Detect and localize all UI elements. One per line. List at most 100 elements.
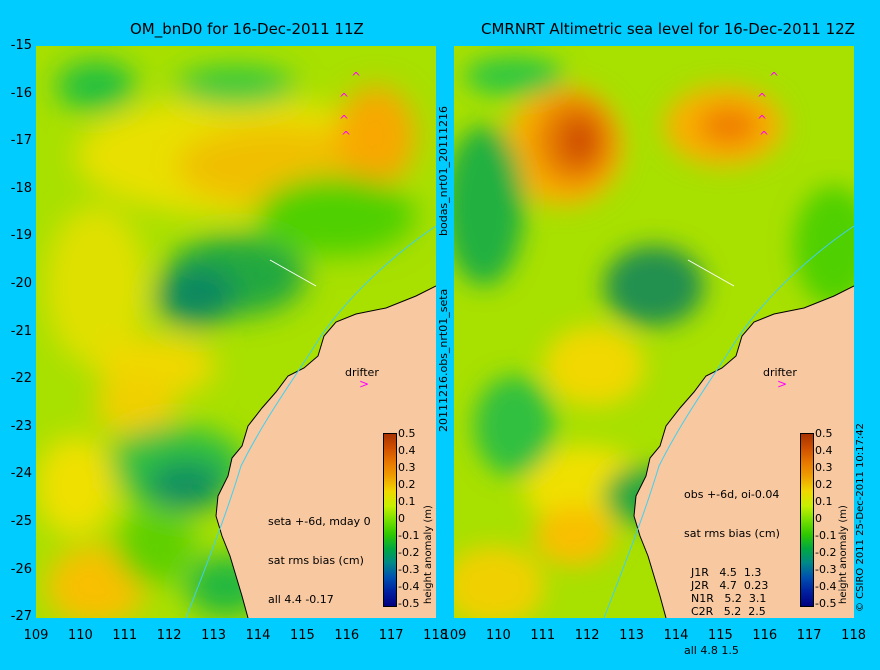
colorbar-tick: -0.4 xyxy=(398,580,420,593)
left-colorbar-title: height anomaly (m) xyxy=(423,505,434,604)
right-stats-all: all 4.8 1.5 xyxy=(684,644,739,657)
colorbar-tick: -0.3 xyxy=(398,563,420,576)
lon-tick: 116 xyxy=(752,628,778,643)
lon-tick: 117 xyxy=(378,628,404,643)
lon-tick: 109 xyxy=(441,628,467,643)
lon-tick: 114 xyxy=(245,628,271,643)
lon-tick: 111 xyxy=(530,628,556,643)
land-mass xyxy=(216,286,436,618)
colorbar-tick: 0 xyxy=(815,512,822,525)
colorbar-tick: 0.4 xyxy=(398,444,416,457)
lon-tick: 112 xyxy=(156,628,182,643)
right-drifter-label: drifter > xyxy=(763,366,797,391)
lat-tick: -19 xyxy=(10,228,32,244)
middle-label-bottom: 20111216.obs_nrt01_seta xyxy=(437,288,450,432)
coastline xyxy=(633,285,854,618)
lat-tick: -23 xyxy=(10,418,32,434)
svg-text:^: ^ xyxy=(757,113,767,127)
lon-tick: 114 xyxy=(663,628,689,643)
lon-tick: 109 xyxy=(23,628,49,643)
land-mass xyxy=(634,286,854,618)
colorbar-tick: -0.1 xyxy=(815,529,837,542)
stat-row: J1R 4.5 1.3 xyxy=(684,566,762,579)
lat-tick: -27 xyxy=(10,609,32,625)
sea-level-anomaly-field xyxy=(454,56,854,618)
right-stats-line1: obs +-6d, oi-0.04 xyxy=(684,488,780,501)
svg-text:^: ^ xyxy=(757,91,767,105)
lon-tick: 113 xyxy=(201,628,226,643)
colorbar-tick: 0.1 xyxy=(815,495,833,508)
lon-tick: 112 xyxy=(574,628,600,643)
colorbar-tick: 0.2 xyxy=(815,478,833,491)
drifter-markers: ^^^^ xyxy=(757,70,779,143)
colorbar-tick: 0.2 xyxy=(398,478,416,491)
stat-row: C2R 5.2 2.5 xyxy=(684,605,766,618)
right-colorbar xyxy=(800,433,814,607)
left-colorbar xyxy=(383,433,397,607)
lat-tick: -21 xyxy=(10,323,32,339)
shelf-contour xyxy=(185,225,436,618)
drifter-markers: ^^^^ xyxy=(339,70,361,143)
left-map-title: OM_bnD0 for 16-Dec-2011 11Z xyxy=(130,20,364,38)
svg-text:^: ^ xyxy=(339,91,349,105)
credit-label: © CSIRO 2011 25-Dec-2011 10:17:42 xyxy=(855,423,866,612)
colorbar-tick: 0 xyxy=(398,512,405,525)
lon-tick: 115 xyxy=(289,628,315,643)
lon-tick: 113 xyxy=(619,628,644,643)
lon-tick: 110 xyxy=(67,628,93,643)
lon-tick: 115 xyxy=(707,628,733,643)
lat-tick: -20 xyxy=(10,276,32,291)
lat-tick: -22 xyxy=(10,371,32,387)
svg-text:^: ^ xyxy=(339,113,349,127)
lon-tick: 118 xyxy=(841,628,866,643)
colorbar-tick: 0.3 xyxy=(398,461,416,474)
stat-row: J2R 4.7 0.23 xyxy=(684,579,769,592)
right-stats: obs +-6d, oi-0.04 sat rms bias (cm) J1R … xyxy=(684,462,780,670)
left-drifter-label: drifter > xyxy=(345,366,379,391)
lat-tick: -15 xyxy=(10,38,32,53)
colorbar-tick: 0.3 xyxy=(815,461,833,474)
colorbar-tick: -0.5 xyxy=(398,597,420,610)
right-map: ^ ^ ^ ^ xyxy=(454,46,854,618)
lon-tick: 110 xyxy=(485,628,511,643)
section-line xyxy=(269,259,317,287)
colorbar-tick: -0.1 xyxy=(398,529,420,542)
right-stats-rows: J1R 4.5 1.3 J2R 4.7 0.23 N1R 5.2 3.1 C2R… xyxy=(684,566,780,618)
left-stats-line3: all 4.4 -0.17 xyxy=(268,593,334,606)
lon-tick: 117 xyxy=(796,628,822,643)
colorbar-tick: -0.5 xyxy=(815,597,837,610)
right-map-title: CMRNRT Altimetric sea level for 16-Dec-2… xyxy=(481,20,855,38)
middle-label-top: bodas_nrt01_20111216 xyxy=(437,106,450,236)
colorbar-tick: -0.3 xyxy=(815,563,837,576)
lat-tick: -24 xyxy=(10,466,32,482)
left-stats-line1: seta +-6d, mday 0 xyxy=(268,515,371,528)
colorbar-tick: 0.1 xyxy=(398,495,416,508)
right-stats-line2: sat rms bias (cm) xyxy=(684,527,780,540)
coastline xyxy=(215,285,436,618)
lon-tick: 116 xyxy=(334,628,360,643)
section-line xyxy=(687,259,735,287)
colorbar-tick: -0.4 xyxy=(815,580,837,593)
svg-text:^: ^ xyxy=(759,129,769,143)
left-map: ^ ^ ^ ^ xyxy=(36,46,436,618)
stat-row: N1R 5.2 3.1 xyxy=(684,592,767,605)
lat-tick: -16 xyxy=(10,85,32,101)
svg-text:^: ^ xyxy=(341,129,351,143)
lon-tick: 118 xyxy=(423,628,448,643)
lat-tick: -25 xyxy=(10,514,32,529)
svg-text:^: ^ xyxy=(351,70,361,84)
shelf-contour xyxy=(603,225,854,618)
left-stats-line2: sat rms bias (cm) xyxy=(268,554,364,567)
right-colorbar-title: height anomaly (m) xyxy=(838,505,849,604)
lon-tick: 111 xyxy=(112,628,138,643)
colorbar-tick: 0.4 xyxy=(815,444,833,457)
colorbar-tick: 0.5 xyxy=(398,427,416,440)
colorbar-tick: 0.5 xyxy=(815,427,833,440)
svg-text:^: ^ xyxy=(769,70,779,84)
lat-tick: -17 xyxy=(10,133,32,149)
colorbar-tick: -0.2 xyxy=(398,546,420,559)
lat-tick: -26 xyxy=(10,561,32,577)
lat-tick: -18 xyxy=(10,180,32,196)
sea-level-anomaly-field xyxy=(36,61,416,618)
colorbar-tick: -0.2 xyxy=(815,546,837,559)
